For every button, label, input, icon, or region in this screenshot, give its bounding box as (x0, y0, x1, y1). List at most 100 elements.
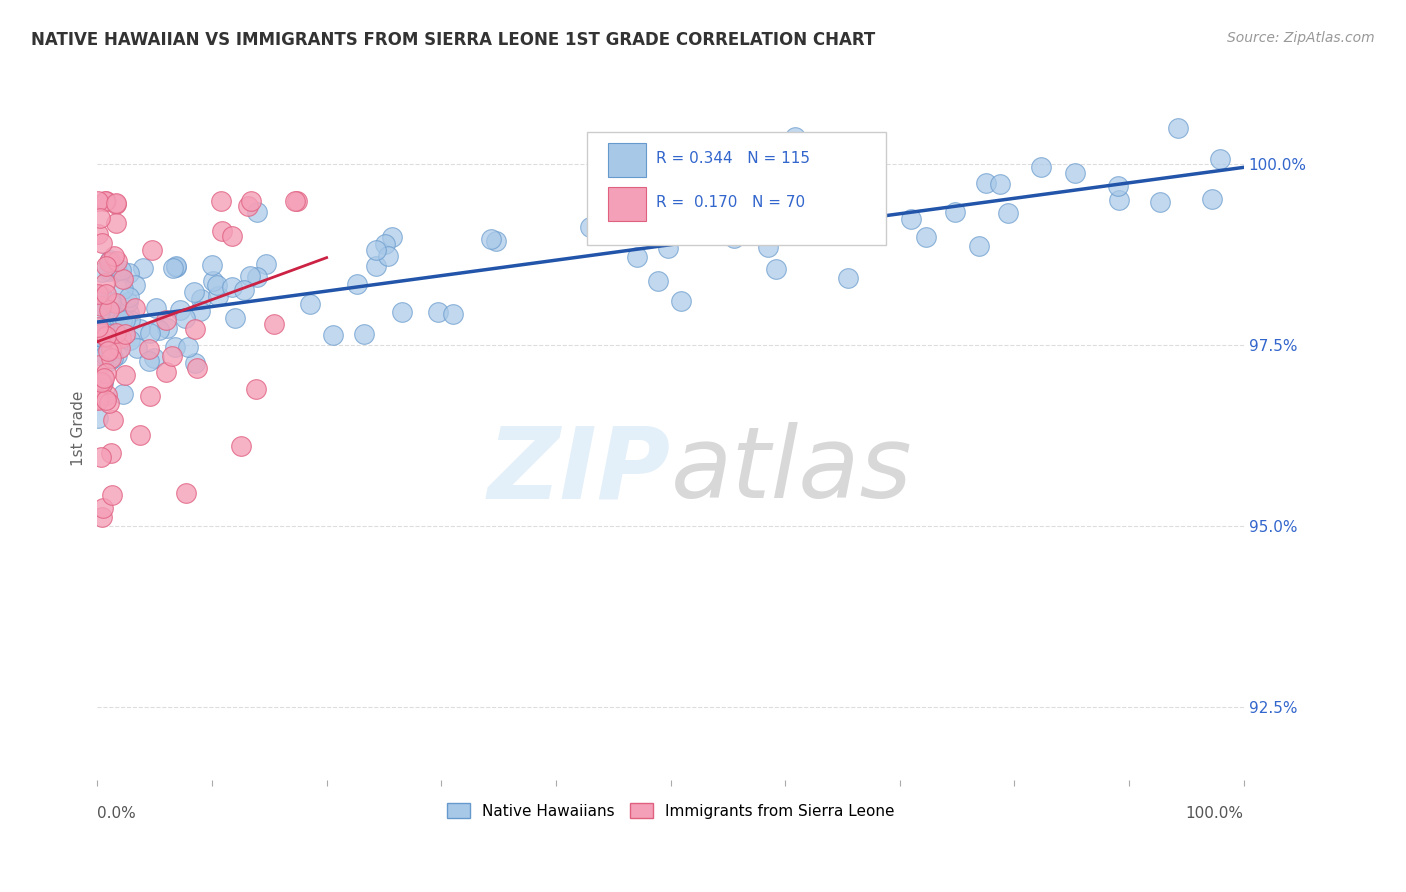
Point (143, 351, 166, 365)
Point (1149, 194, 1171, 209)
Point (188, 304, 211, 318)
FancyBboxPatch shape (586, 131, 886, 244)
Point (174, 486, 197, 500)
Point (87, 392, 110, 407)
Point (669, 293, 692, 308)
Point (91, 509, 114, 524)
Point (87, 410, 110, 425)
Point (94, 366, 117, 380)
Point (131, 261, 153, 276)
Point (118, 290, 141, 304)
Point (96, 287, 118, 301)
Point (101, 351, 124, 365)
Point (364, 259, 387, 273)
Point (107, 310, 129, 325)
Point (93, 331, 115, 345)
Point (114, 326, 136, 341)
Point (997, 206, 1019, 220)
Point (111, 272, 134, 286)
Point (155, 313, 177, 327)
Point (87, 329, 110, 343)
Point (165, 260, 187, 274)
Point (90, 235, 112, 250)
Point (485, 235, 508, 249)
Point (104, 296, 127, 310)
Point (96, 388, 118, 402)
Point (105, 197, 128, 211)
Point (155, 366, 177, 380)
Point (1167, 121, 1189, 136)
Point (110, 331, 132, 345)
Point (105, 348, 128, 362)
Point (723, 231, 745, 245)
Point (183, 285, 205, 299)
Point (165, 259, 187, 273)
Point (221, 229, 243, 244)
Point (101, 488, 124, 502)
Point (91, 376, 114, 391)
Point (97, 343, 120, 358)
Point (94, 339, 117, 353)
Point (231, 439, 253, 453)
Point (1201, 192, 1223, 206)
Point (100, 351, 122, 365)
Point (98, 253, 121, 268)
Point (246, 269, 269, 284)
Text: NATIVE HAWAIIAN VS IMMIGRANTS FROM SIERRA LEONE 1ST GRADE CORRELATION CHART: NATIVE HAWAIIAN VS IMMIGRANTS FROM SIERR… (31, 31, 875, 49)
Point (90, 265, 112, 279)
Point (479, 231, 502, 245)
Point (169, 303, 191, 318)
Point (91, 376, 114, 391)
Point (111, 282, 134, 296)
Point (1029, 160, 1052, 174)
Point (111, 313, 134, 327)
Point (246, 204, 269, 219)
Point (381, 230, 404, 244)
Point (138, 354, 160, 368)
Point (129, 428, 152, 442)
Point (756, 240, 779, 254)
Point (184, 322, 207, 336)
Point (1108, 193, 1130, 207)
Point (118, 334, 141, 348)
Point (87, 287, 110, 301)
Point (240, 194, 263, 208)
Point (93, 371, 115, 385)
Point (94, 330, 117, 344)
Point (89, 211, 111, 225)
Point (111, 386, 134, 401)
Point (98, 264, 121, 278)
Point (647, 274, 669, 288)
Point (174, 311, 197, 326)
Point (96, 328, 118, 343)
Point (90, 288, 112, 302)
Point (221, 280, 243, 294)
Point (94, 393, 117, 408)
Point (94, 259, 117, 273)
Point (207, 277, 229, 292)
Point (943, 205, 966, 219)
Point (186, 361, 208, 376)
Point (207, 289, 229, 303)
Point (139, 388, 162, 402)
Point (1107, 179, 1129, 194)
Point (101, 413, 124, 427)
Point (100, 294, 122, 309)
Point (201, 258, 224, 272)
Point (353, 326, 375, 341)
Point (104, 326, 127, 340)
Point (118, 267, 141, 281)
Point (202, 274, 225, 288)
Point (391, 305, 413, 319)
Point (377, 249, 399, 263)
Point (87, 320, 110, 334)
Text: Source: ZipAtlas.com: Source: ZipAtlas.com (1227, 31, 1375, 45)
Text: R = 0.344   N = 115: R = 0.344 N = 115 (655, 151, 810, 166)
Point (98, 395, 121, 409)
Point (141, 244, 163, 258)
Point (284, 194, 307, 208)
Point (967, 239, 990, 253)
Point (91, 501, 114, 516)
Point (765, 262, 787, 277)
Point (236, 199, 259, 213)
